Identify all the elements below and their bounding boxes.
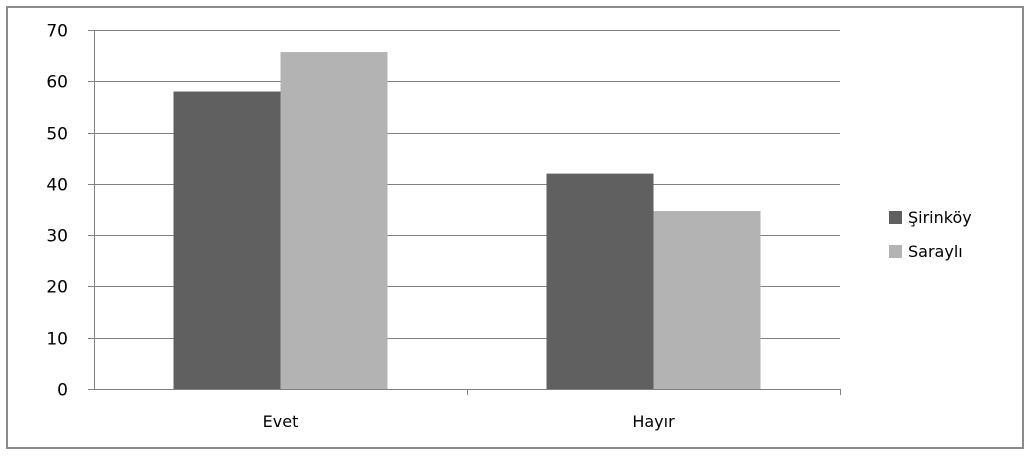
y-tick-label-10: 10: [46, 330, 68, 350]
y-tick-label-30: 30: [46, 227, 68, 247]
bar-1-1: [653, 211, 761, 389]
y-tick-label-20: 20: [46, 278, 68, 298]
x-category-label-1: Hayır: [632, 412, 675, 431]
y-tick-label-0: 0: [57, 381, 68, 401]
x-category-label-0: Evet: [263, 412, 299, 431]
axes: [88, 30, 841, 395]
y-tick-label-70: 70: [46, 22, 68, 42]
y-tick-label-40: 40: [46, 176, 68, 196]
y-tick-labels: 0 10 20 30 40 50 60 70: [46, 22, 68, 401]
legend-swatch-sirinkoy: [889, 210, 902, 224]
legend-item-sirinkoy: Şirinköy: [889, 200, 972, 234]
bars: [173, 52, 761, 390]
legend-label-sarayli: Saraylı: [908, 241, 963, 261]
y-tick-label-60: 60: [46, 73, 68, 93]
bar-0-1: [280, 52, 388, 389]
legend-item-sarayli: Saraylı: [889, 234, 972, 268]
bar-1-0: [546, 173, 654, 389]
legend-swatch-sarayli: [889, 244, 902, 258]
bar-0-0: [173, 91, 281, 390]
x-category-labels: Evet Hayır: [263, 412, 675, 431]
legend: Şirinköy Saraylı: [889, 200, 972, 268]
legend-label-sirinkoy: Şirinköy: [908, 207, 972, 227]
y-tick-label-50: 50: [46, 125, 68, 145]
